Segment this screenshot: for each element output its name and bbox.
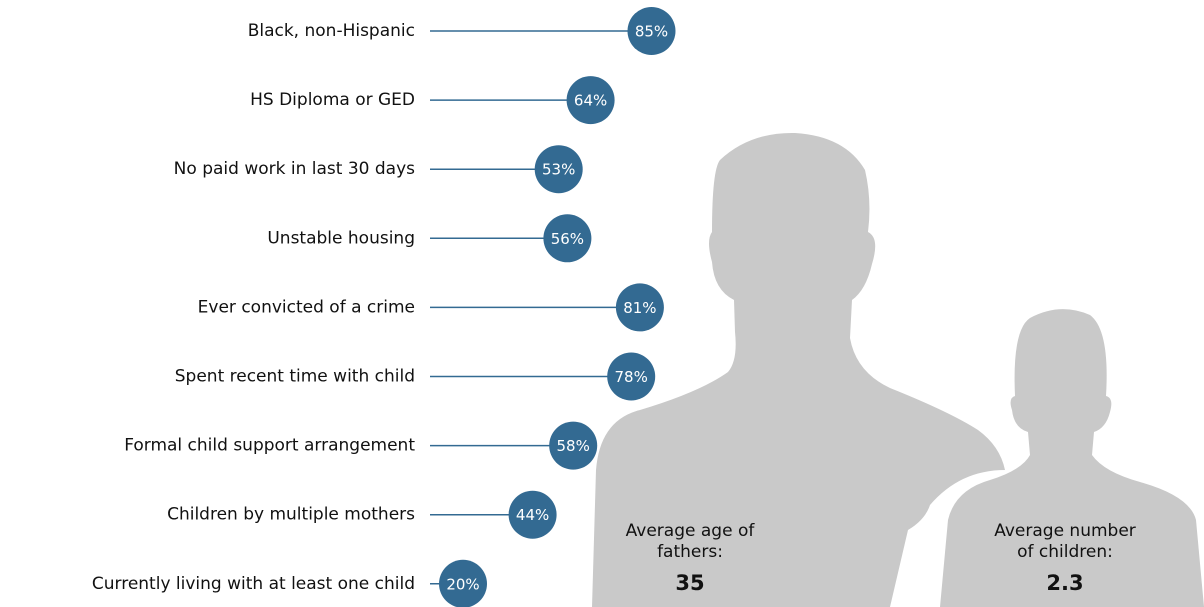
dot xyxy=(534,145,583,194)
category-label: No paid work in last 30 days xyxy=(174,159,415,179)
category-label: Ever convicted of a crime xyxy=(198,297,415,317)
value-label: 81% xyxy=(623,299,656,317)
category-label: Black, non-Hispanic xyxy=(248,21,415,41)
category-label: HS Diploma or GED xyxy=(250,90,415,110)
category-label: Children by multiple mothers xyxy=(167,505,415,525)
dot xyxy=(607,352,656,401)
annotation: Average age of fathers: 35 xyxy=(600,521,780,594)
dot xyxy=(566,76,615,125)
value-label: 85% xyxy=(635,23,668,41)
category-label: Spent recent time with child xyxy=(175,367,415,387)
father-silhouette xyxy=(592,132,1005,607)
value-label: 20% xyxy=(446,575,479,593)
annotation-value: 2.3 xyxy=(1046,571,1084,595)
annotation: Average number of children: 2.3 xyxy=(965,521,1165,594)
annotation-value: 35 xyxy=(675,571,705,595)
value-label: 58% xyxy=(557,437,590,455)
value-label: 56% xyxy=(551,230,584,248)
category-label: Formal child support arrangement xyxy=(124,436,415,456)
dot xyxy=(543,214,592,263)
value-label: 53% xyxy=(542,161,575,179)
dot xyxy=(615,283,664,332)
dot xyxy=(508,490,557,539)
annotation-label: Average age of fathers: xyxy=(625,521,755,562)
category-label: Unstable housing xyxy=(267,228,415,248)
value-label: 44% xyxy=(516,506,549,524)
dot xyxy=(627,7,676,55)
dot xyxy=(549,421,598,470)
dot xyxy=(439,559,487,607)
value-label: 64% xyxy=(574,92,607,110)
annotation-label: Average number of children: xyxy=(994,521,1136,562)
value-label: 78% xyxy=(615,368,648,386)
category-label: Currently living with at least one child xyxy=(92,574,415,594)
child-silhouette xyxy=(940,309,1204,607)
